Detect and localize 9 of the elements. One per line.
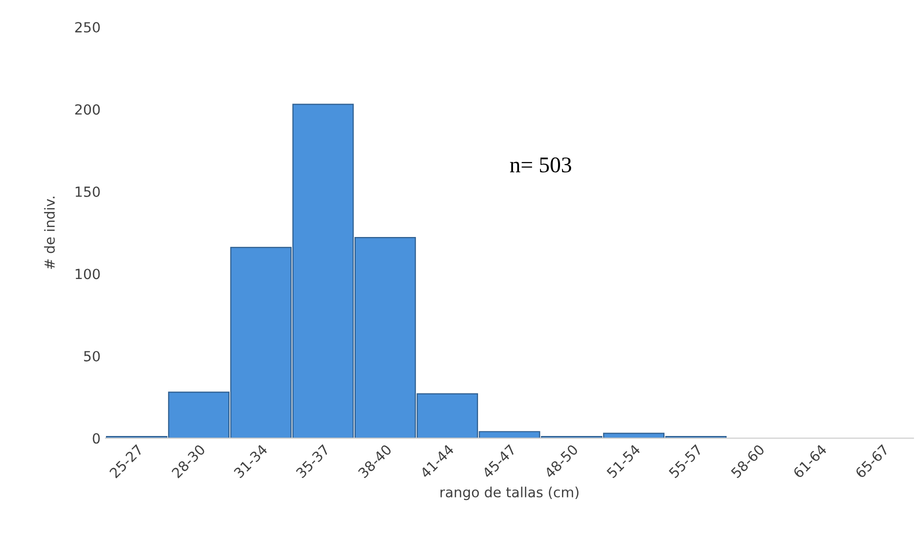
x-axis-title: rango de tallas (cm) (440, 486, 578, 500)
y-tick-label: 100 (76, 268, 100, 280)
y-tick-label: 0 (92, 433, 100, 444)
y-tick-label: 200 (75, 104, 100, 115)
y-tick-label: 250 (75, 22, 100, 33)
y-axis-title: # de indiv. (44, 196, 55, 269)
annotation: n= 503 (510, 157, 572, 172)
y-tick-label: 50 (84, 350, 100, 362)
y-tick-label: 150 (76, 186, 100, 197)
